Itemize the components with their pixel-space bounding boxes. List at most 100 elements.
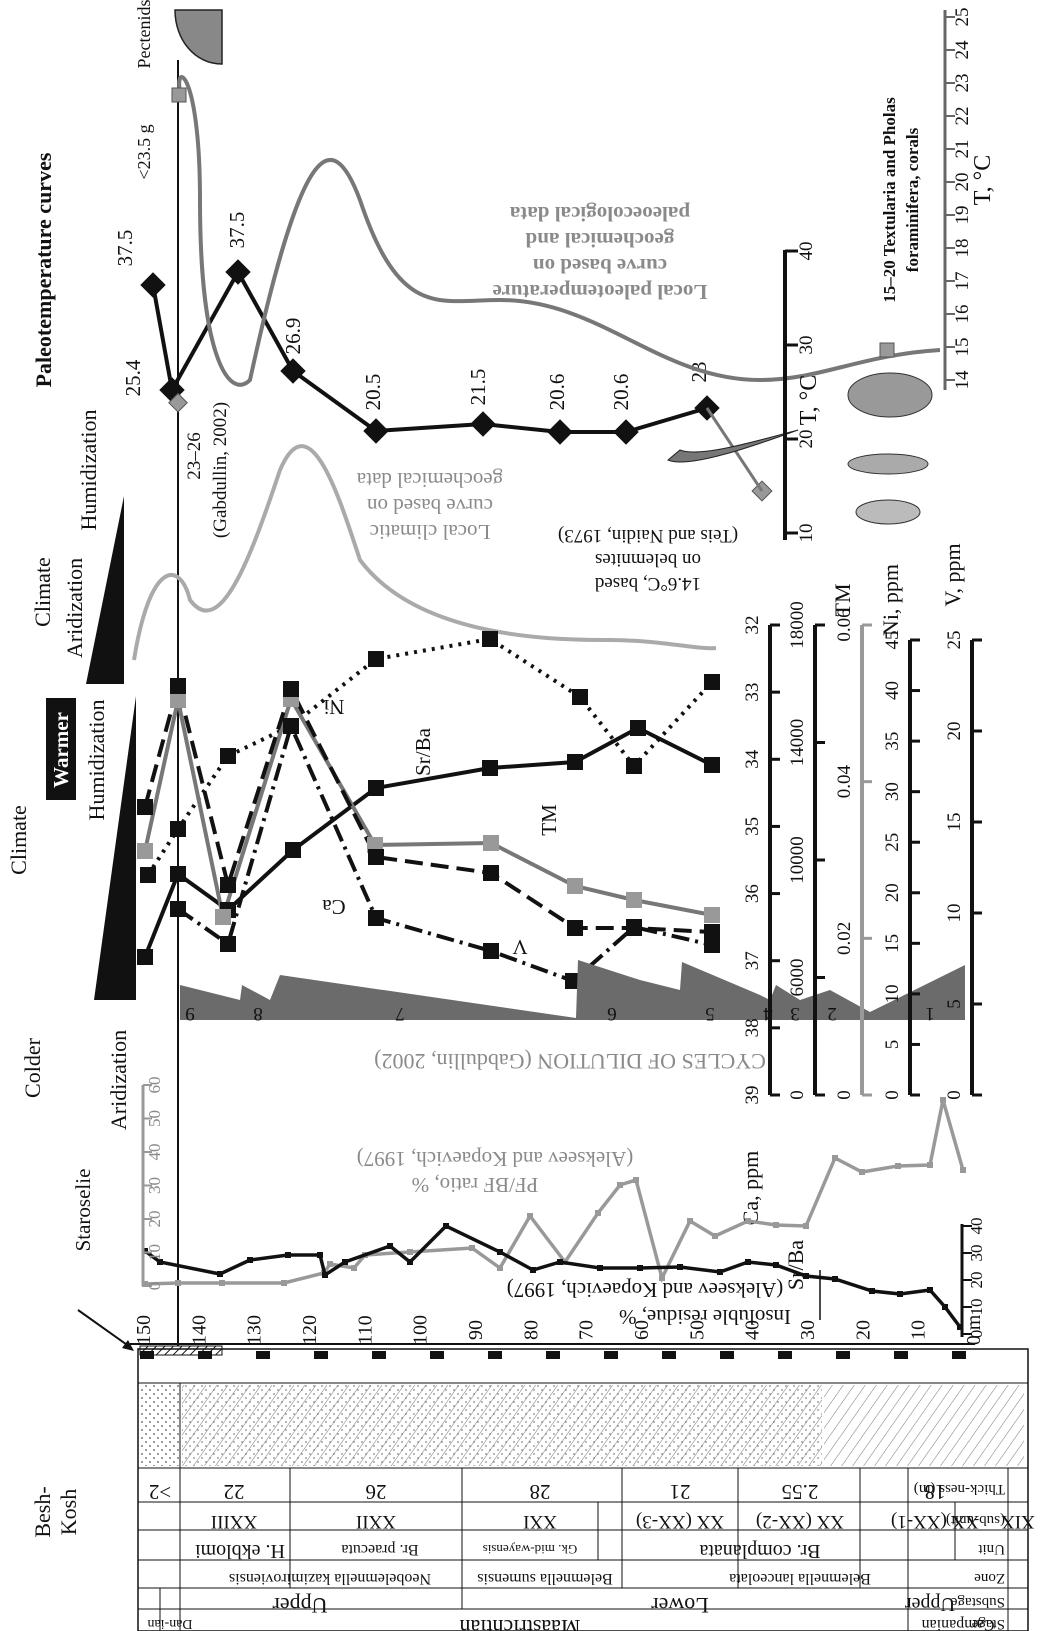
ni-point [220, 748, 236, 764]
tm-point [215, 909, 231, 925]
local-paleotemp-note-3: paleoecological data [509, 202, 690, 226]
ni-point [482, 631, 498, 647]
v-ticklabel-4: 5 [944, 999, 965, 1009]
ir-point [869, 1288, 875, 1294]
ca-point [137, 799, 153, 815]
t-small-label: T, °C [796, 375, 822, 425]
scale-segment [488, 1351, 502, 1359]
ir-point [637, 1265, 643, 1271]
ir-point [142, 1248, 148, 1254]
scale-segment [372, 1351, 386, 1359]
t-big-ticklabel-8: 22 [952, 107, 973, 126]
v-ticklabel-5: 0 [944, 1090, 965, 1100]
substage-lower: Lower [651, 1593, 709, 1618]
srba-point [704, 757, 720, 773]
ni-point [368, 651, 384, 667]
ni-ticklabel-9: 0 [882, 1090, 903, 1100]
paleotemp-line [151, 267, 708, 434]
tm-ticklabel-3: 0 [834, 1090, 855, 1100]
pfbf-line [144, 1099, 965, 1286]
aridization-label-2: Aridization [62, 558, 87, 658]
pfbf-point [773, 1222, 779, 1228]
substage-upper-1: Upper [272, 1593, 328, 1618]
thickness-2: 26 [366, 1480, 387, 1504]
ca-label: Ca [322, 895, 346, 919]
ni-ticklabel-4: 25 [882, 833, 903, 852]
srba-label: Sr/Ba [411, 727, 435, 776]
ni-point [572, 689, 588, 705]
v-point [220, 936, 236, 952]
ni-point [170, 821, 186, 837]
v-ticklabel-3: 10 [944, 904, 965, 923]
staroselie-label: Staroselie [71, 1169, 95, 1252]
pectenid-icon [174, 9, 223, 65]
table-header-4: (sub-unit) [946, 1512, 1005, 1528]
scale-segment [952, 1351, 966, 1359]
ni-point [626, 758, 642, 774]
cycle-number-3: 6 [607, 1003, 617, 1024]
belemnite-note-1: on belemnites [595, 549, 701, 570]
humidization-label-1: Humidization [84, 700, 109, 821]
table-header-1: Substage [950, 1594, 1005, 1610]
v-point [483, 943, 499, 959]
scale-segment [778, 1351, 792, 1359]
zone-neobelemnella: Neobelemnella kazimiroviensis [229, 1570, 431, 1587]
ir-point [342, 1259, 348, 1265]
pfbf-point [940, 1097, 946, 1103]
depth-ticklabel-0: 150 [133, 1315, 155, 1345]
pectenids-note: Pectenids [134, 0, 154, 69]
dilution-cycles [180, 960, 965, 1020]
climate-label-2: Climate [30, 557, 55, 627]
gabdullin-note-0: 23–26 [184, 432, 205, 480]
thickness-1: 22 [224, 1480, 245, 1504]
zone-sumensis: Belemnella sumensis [477, 1570, 613, 1587]
cycle-number-1: 8 [253, 1003, 263, 1024]
ir-point [285, 1252, 291, 1258]
srba-point [630, 720, 646, 736]
scale-segment [836, 1351, 850, 1359]
ir-point [803, 1273, 809, 1279]
pfbf-point [281, 1280, 287, 1286]
ca-ticklabel-6: 38 [742, 1018, 763, 1037]
v-point [283, 718, 299, 734]
pfbf-ticklabel-6: 0 [145, 1282, 164, 1291]
ir-ticklabel-3: 10 [967, 1299, 986, 1316]
ni-ticklabel-8: 5 [882, 1040, 903, 1050]
ca-point [567, 920, 583, 936]
ca-point [704, 924, 720, 940]
textularia-point [879, 342, 895, 358]
climate-wedge-lower [94, 696, 136, 1000]
ca-point [170, 678, 186, 694]
pfbf-point [712, 1233, 718, 1239]
temp-label-3: 26.9 [281, 318, 305, 355]
v-point [368, 910, 384, 926]
stage-campanian: Campanian [922, 1616, 995, 1631]
ni-ticklabel-3: 30 [882, 782, 903, 801]
ir-ticklabel-0: 40 [967, 1218, 986, 1235]
thickness-3: 28 [530, 1480, 551, 1504]
temp-label-2: 37.5 [225, 212, 249, 249]
pfbf-point [175, 1280, 181, 1286]
pfbf-point [469, 1245, 475, 1251]
gabdullin-point [168, 392, 188, 413]
ir-point [942, 1304, 948, 1310]
pfbf-ticklabel-0: 60 [145, 1077, 164, 1094]
temp-label-7: 20.6 [609, 374, 633, 411]
ir-point [157, 1259, 163, 1265]
cycle-number-4: 5 [705, 1003, 715, 1024]
scale-segment [140, 1351, 154, 1359]
paleotemperature-title: Paleotemperature curves [31, 152, 56, 387]
pectenid-point [171, 87, 187, 103]
tm-ticklabel-1: 0.04 [834, 765, 855, 799]
pfbf-point [497, 1265, 503, 1271]
depth-ticklabel-8: 70 [576, 1320, 598, 1340]
scale-segment [662, 1351, 676, 1359]
temp-label-4: 20.5 [361, 374, 385, 411]
coral-icon [847, 372, 933, 418]
ir-ticklabel-1: 30 [967, 1245, 986, 1262]
stage-danian: Dan-ian [147, 1616, 192, 1631]
staroselie-hatch [139, 1345, 223, 1356]
scale-segment [546, 1351, 560, 1359]
tm-point [567, 878, 583, 894]
zone-lanceolata: Belemnella lanceolata [729, 1570, 871, 1587]
